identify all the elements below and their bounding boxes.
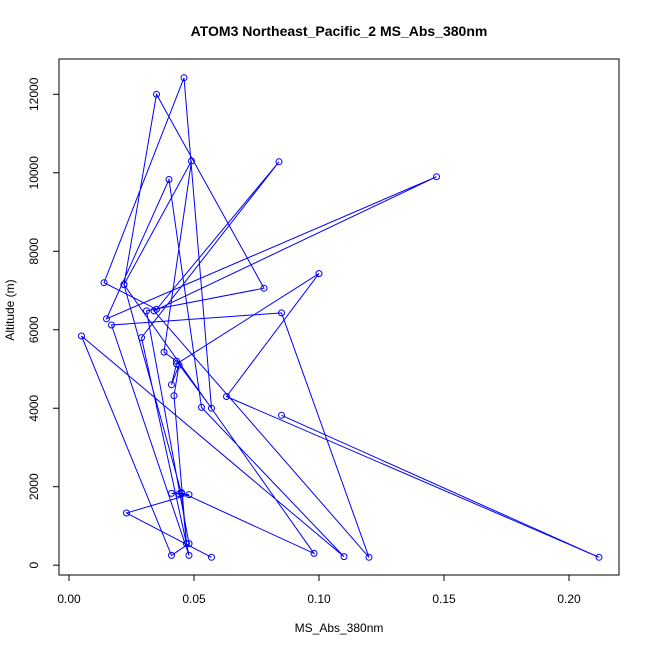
data-point: [168, 489, 175, 497]
data-point: [365, 553, 373, 561]
y-tick-label: 6000: [27, 316, 41, 343]
data-point: [120, 281, 128, 289]
x-tick-label: 0.10: [307, 592, 331, 606]
y-axis-label: Altitude (m): [3, 279, 17, 340]
data-point: [168, 381, 175, 389]
y-tick-label: 8000: [27, 238, 41, 265]
y-tick-label: 4000: [27, 395, 41, 422]
data-point: [100, 279, 108, 287]
data-point: [223, 393, 230, 400]
x-tick-label: 0.20: [557, 592, 581, 606]
data-point: [198, 403, 205, 411]
data-point: [340, 553, 348, 561]
data-point: [275, 158, 283, 166]
data-point: [173, 357, 180, 365]
data-point: [595, 553, 603, 561]
data-point: [123, 509, 130, 517]
plot-frame: [58, 58, 620, 576]
x-tick-label: 0.15: [432, 592, 456, 606]
data-point: [180, 74, 188, 82]
y-tick-label: 2000: [27, 473, 41, 500]
y-tick-label: 0: [27, 562, 41, 569]
x-axis-label: MS_Abs_380nm: [295, 621, 384, 635]
data-point: [310, 549, 318, 557]
data-point: [138, 334, 145, 342]
data-point: [168, 551, 175, 559]
x-tick-label: 0.05: [182, 592, 206, 606]
data-point: [103, 315, 110, 323]
plot-area: 0.00 0.05 0.10 0.15 0.20 0 2000 4000 6000 8000 100…: [27, 58, 620, 606]
data-point: [185, 551, 193, 559]
data-point: [260, 284, 268, 292]
data-point: [278, 309, 285, 317]
data-point: [153, 90, 160, 98]
data-point: [315, 270, 323, 278]
data-point: [108, 321, 115, 329]
data-point: [160, 348, 168, 356]
data-point: [433, 173, 440, 181]
data-point: [278, 411, 285, 419]
data-point: [208, 404, 215, 412]
data-point: [150, 307, 158, 315]
y-tick-label: 12000: [27, 77, 41, 111]
data-point: [170, 392, 178, 400]
x-tick-label: 0.00: [57, 592, 81, 606]
data-point: [175, 490, 183, 498]
data-point: [178, 489, 185, 497]
y-tick-label: 10000: [27, 156, 41, 190]
data-point: [185, 491, 193, 499]
data-point: [165, 176, 173, 183]
data-point: [185, 540, 193, 548]
data-point: [208, 553, 215, 561]
data-point: [183, 540, 190, 548]
data-point: [188, 157, 195, 165]
data-point: [78, 332, 85, 340]
chart-title: ATOM3 Northeast_Pacific_2 MS_Abs_380nm: [191, 23, 488, 39]
data-point: [143, 307, 150, 315]
annotation-line: [281, 414, 600, 558]
series-line: [81, 77, 600, 558]
